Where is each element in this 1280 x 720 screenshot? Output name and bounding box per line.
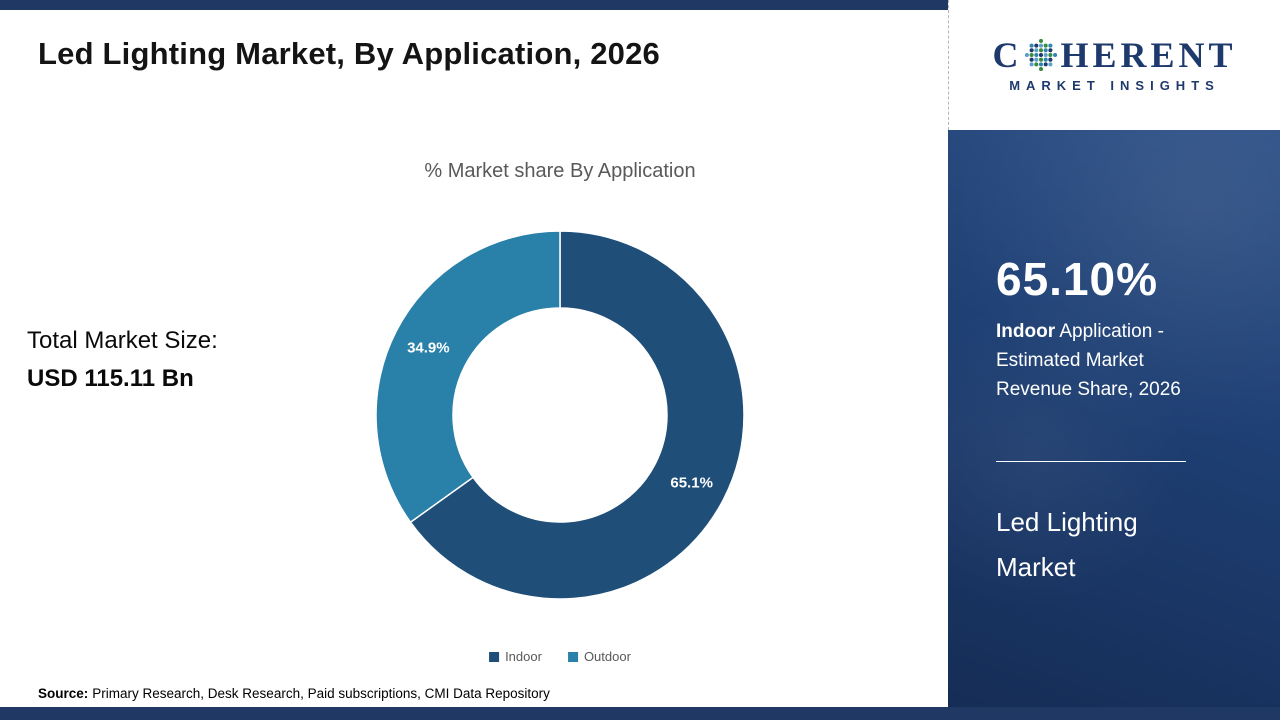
legend-label-outdoor: Outdoor [583, 649, 631, 664]
brand-text: Led Lighting Market [996, 506, 1138, 583]
stat-label-rest: Application - Estimated Market Revenue S… [996, 321, 1181, 400]
total-market-size-block: Total Market Size: USD 115.11 Bn [27, 327, 218, 393]
total-market-size-label: Total Market Size: [27, 327, 218, 354]
stat-panel: 65.10% Indoor Application - Estimated Ma… [948, 130, 1280, 720]
donut-chart: 65.1% 34.9% [375, 230, 745, 600]
chart-legend: Indoor Outdoor [489, 649, 631, 664]
slice-data-label-indoor: 65.1% [670, 475, 713, 492]
logo-letter-c: C [992, 35, 1023, 75]
source-line: Source: Primary Research, Desk Research, … [38, 686, 550, 701]
chart-title: % Market share By Application [424, 160, 696, 182]
bottom-border-strip [0, 707, 1280, 720]
right-column: C HERENT MARKET INSIGHTS 65.10% Indoor A… [948, 0, 1280, 720]
legend-item-indoor: Indoor [489, 649, 542, 664]
logo-area: C HERENT MARKET INSIGHTS [948, 0, 1280, 130]
stat-value: 65.10% [996, 253, 1159, 305]
legend-swatch-outdoor [567, 651, 578, 662]
stat-label: Indoor Application - Estimated Market Re… [996, 318, 1214, 405]
logo-tagline: MARKET INSIGHTS [1009, 78, 1220, 93]
legend-swatch-indoor [489, 651, 500, 662]
top-border-strip [0, 0, 948, 10]
page-title: Led Lighting Market, By Application, 202… [38, 36, 660, 71]
source-text: Primary Research, Desk Research, Paid su… [92, 686, 550, 701]
donut-slice-outdoor [375, 230, 561, 524]
legend-item-outdoor: Outdoor [567, 649, 631, 664]
stat-label-bold: Indoor [996, 321, 1056, 342]
logo-globe-icon [1025, 39, 1058, 71]
total-market-size-value: USD 115.11 Bn [27, 365, 194, 392]
logo-letters-rest: HERENT [1060, 35, 1237, 75]
panel-divider [996, 460, 1186, 462]
source-label: Source: [38, 686, 89, 701]
slice-data-label-outdoor: 34.9% [407, 339, 450, 356]
donut-slice-indoor [409, 230, 745, 600]
logo-wordmark: C HERENT [992, 37, 1236, 73]
legend-label-indoor: Indoor [505, 649, 542, 664]
